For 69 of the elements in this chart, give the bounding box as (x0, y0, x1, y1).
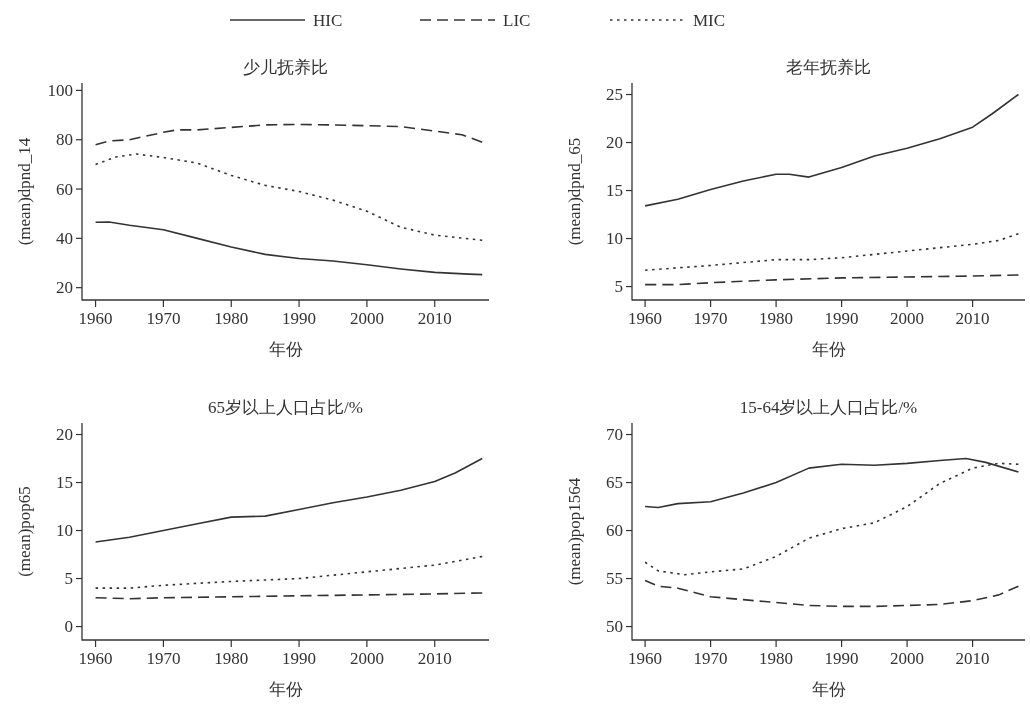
y-tick-label: 55 (606, 569, 623, 589)
x-tick-label: 1990 (824, 649, 859, 668)
legend-label: HIC (313, 10, 343, 30)
y-tick-label: 5 (64, 569, 73, 589)
line-series (644, 579, 1020, 608)
y-tick-label: 20 (56, 425, 73, 445)
y-tick-label: 20 (606, 133, 623, 153)
x-axis-title: 年份 (268, 680, 303, 699)
x-tick-label: 1990 (824, 309, 859, 328)
y-tick-label: 5 (614, 277, 623, 297)
y-axis-title: (mean)pop65 (15, 486, 34, 577)
y-axis-title: (mean)pop1564 (565, 477, 584, 586)
y-tick-label: 40 (56, 228, 73, 248)
x-tick-label: 2010 (955, 649, 990, 668)
x-tick-label: 2000 (890, 649, 925, 668)
y-tick-label: 20 (56, 278, 73, 298)
x-tick-label: 2000 (890, 309, 925, 328)
line-series (644, 232, 1020, 272)
line-series (644, 274, 1020, 286)
x-tick-label: 2010 (417, 309, 452, 328)
legend-label: MIC (693, 10, 726, 30)
y-tick-label: 70 (606, 425, 623, 445)
line-series (94, 221, 484, 276)
chart-title: 少儿抚养比 (243, 58, 328, 77)
y-tick-label: 25 (606, 85, 623, 105)
y-tick-label: 15 (606, 181, 623, 201)
line-series (644, 93, 1020, 207)
y-tick-label: 0 (64, 617, 73, 637)
x-tick-label: 1990 (282, 649, 317, 668)
y-tick-label: 65 (606, 473, 623, 493)
y-axis-title: (mean)dpnd_14 (15, 137, 34, 246)
line-series (94, 555, 484, 589)
y-tick-label: 10 (56, 521, 73, 541)
line-series (94, 123, 484, 146)
x-tick-label: 1980 (214, 309, 249, 328)
x-tick-label: 2000 (349, 309, 384, 328)
x-tick-label: 1970 (693, 309, 728, 328)
chart-title: 65岁以上人口占比/% (208, 398, 363, 417)
x-tick-label: 2010 (417, 649, 452, 668)
x-tick-label: 1970 (146, 309, 181, 328)
y-tick-label: 60 (606, 521, 623, 541)
x-tick-label: 1990 (282, 309, 317, 328)
y-axis-title: (mean)dpnd_65 (565, 137, 584, 246)
y-tick-label: 60 (56, 179, 73, 199)
y-tick-label: 10 (606, 229, 623, 249)
x-tick-label: 1960 (628, 309, 663, 328)
chart-title: 15-64岁以上人口占比/% (739, 398, 918, 417)
y-tick-label: 80 (56, 130, 73, 150)
x-tick-label: 1960 (78, 649, 113, 668)
y-tick-label: 50 (606, 617, 623, 637)
y-tick-label: 100 (47, 80, 73, 100)
legend-label: LIC (503, 10, 531, 30)
line-series (94, 457, 484, 543)
x-axis-title: 年份 (811, 680, 846, 699)
x-tick-label: 1960 (78, 309, 113, 328)
x-tick-label: 2010 (955, 309, 990, 328)
x-tick-label: 1980 (759, 649, 794, 668)
y-tick-label: 15 (56, 473, 73, 493)
line-series (644, 462, 1020, 576)
x-tick-label: 1970 (693, 649, 728, 668)
x-tick-label: 1970 (146, 649, 181, 668)
x-tick-label: 1980 (214, 649, 249, 668)
x-tick-label: 2000 (349, 649, 384, 668)
chart-title: 老年抚养比 (786, 58, 871, 77)
x-axis-title: 年份 (811, 340, 846, 359)
line-series (94, 153, 484, 242)
x-tick-label: 1980 (759, 309, 794, 328)
x-axis-title: 年份 (268, 340, 303, 359)
x-tick-label: 1960 (628, 649, 663, 668)
